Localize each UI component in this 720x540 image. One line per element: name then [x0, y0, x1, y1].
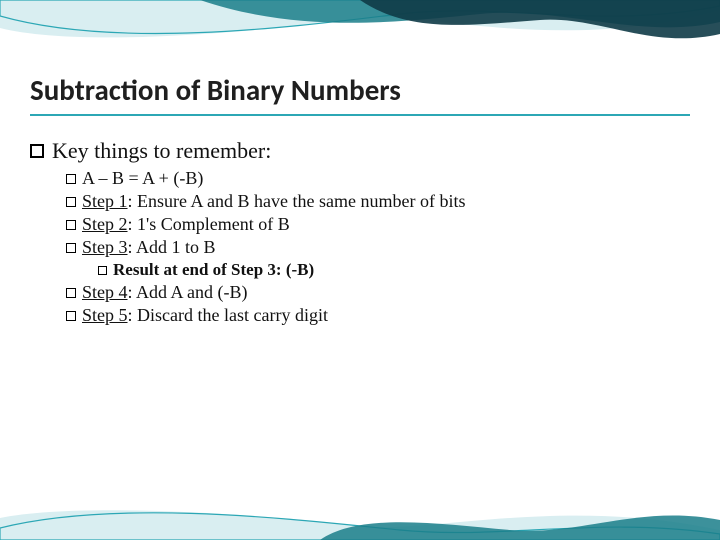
item-text: Step 1: Ensure A and B have the same num… [82, 191, 465, 212]
slide-bottom-decoration [0, 500, 720, 540]
square-bullet-icon [66, 311, 76, 321]
item-text: Step 2: 1's Complement of B [82, 214, 290, 235]
list-item: Step 5: Discard the last carry digit [66, 305, 690, 326]
slide-content: Subtraction of Binary Numbers Key things… [30, 72, 690, 328]
sub-item-text: Result at end of Step 3: (-B) [113, 260, 314, 280]
item-text: Step 5: Discard the last carry digit [82, 305, 328, 326]
step-label: Step 1 [82, 191, 128, 211]
list-item: Step 4: Add A and (-B) [66, 282, 690, 303]
title-underline [30, 114, 690, 116]
step-label: Step 3 [82, 237, 128, 257]
step-rest: : Ensure A and B have the same number of… [128, 191, 466, 211]
sub-list-item: Result at end of Step 3: (-B) [98, 260, 690, 280]
heading-row: Key things to remember: [30, 138, 690, 164]
list-item: Step 1: Ensure A and B have the same num… [66, 191, 690, 212]
item-text: Step 3: Add 1 to B [82, 237, 216, 258]
step-rest: : 1's Complement of B [128, 214, 290, 234]
step-rest: : Discard the last carry digit [128, 305, 328, 325]
heading-text: Key things to remember: [52, 138, 271, 164]
step-label: Step 2 [82, 214, 128, 234]
square-bullet-icon [66, 220, 76, 230]
square-bullet-icon [66, 174, 76, 184]
step-label: Step 4 [82, 282, 128, 302]
step-label: Step 5 [82, 305, 128, 325]
square-bullet-icon [66, 243, 76, 253]
list-item: Step 3: Add 1 to B [66, 237, 690, 258]
item-text: Step 4: Add A and (-B) [82, 282, 248, 303]
item-text: A – B = A + (-B) [82, 168, 203, 189]
square-bullet-icon [98, 266, 107, 275]
square-bullet-icon [66, 288, 76, 298]
square-bullet-icon [30, 144, 44, 158]
step-rest: : Add 1 to B [128, 237, 216, 257]
slide-body: Key things to remember: A – B = A + (-B)… [30, 138, 690, 326]
square-bullet-icon [66, 197, 76, 207]
list-item: Step 2: 1's Complement of B [66, 214, 690, 235]
step-rest: : Add A and (-B) [128, 282, 248, 302]
list-item: A – B = A + (-B) [66, 168, 690, 189]
slide-top-decoration [0, 0, 720, 58]
slide-title: Subtraction of Binary Numbers [30, 72, 690, 108]
